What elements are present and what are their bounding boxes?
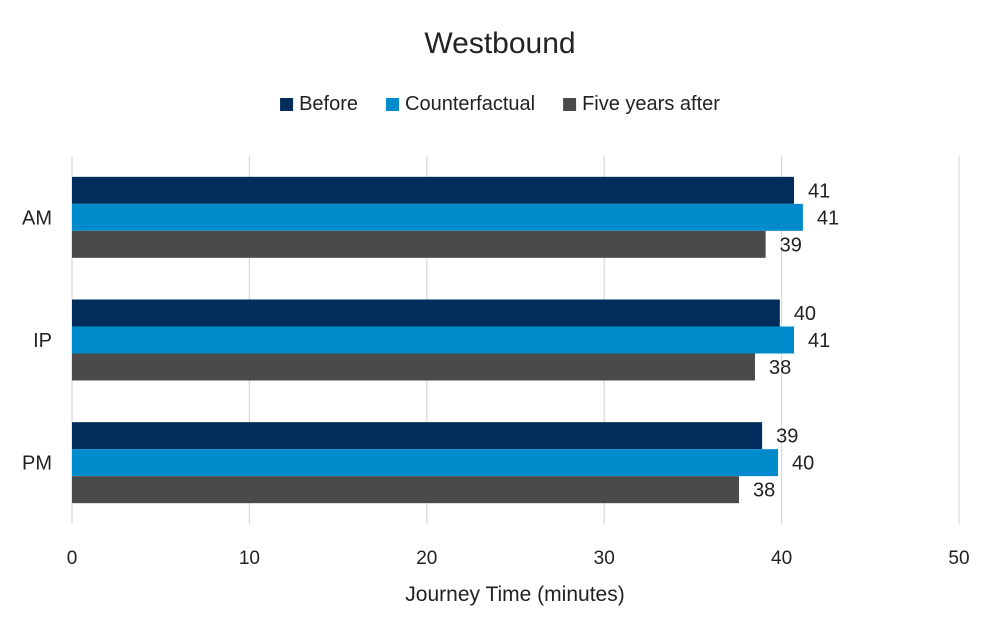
legend-swatch [386,98,400,111]
data-label: 41 [808,180,830,202]
bar-am-five-years-after [72,230,766,258]
x-tick-label: 30 [594,548,615,569]
bars [72,176,803,504]
data-labels: 41 41 39 40 41 38 39 40 38 [753,180,839,501]
x-tick-label: 50 [948,548,969,569]
bar-pm-before [72,422,763,450]
legend-swatch [563,98,577,111]
bar-pm-five-years-after [72,476,740,504]
bar-ip-five-years-after [72,353,755,381]
category-label-ip: IP [33,330,52,352]
category-label-pm: PM [22,453,52,475]
legend-item-counterfactual: Counterfactual [386,93,535,115]
legend-label: Counterfactual [405,93,535,115]
data-label: 40 [792,453,814,475]
legend-label: Five years after [582,93,720,115]
x-tick-label: 40 [771,548,792,569]
bar-am-before [72,176,795,204]
data-label: 38 [769,357,791,379]
legend-swatch [280,98,294,111]
legend-label: Before [299,93,358,115]
chart-title: Westbound [424,27,575,60]
tick-labels: 0 10 20 30 40 50 [67,548,970,569]
data-label: 39 [780,234,802,256]
data-label: 41 [808,330,830,352]
category-labels: AM IP PM [22,207,52,474]
legend: Before Counterfactual Five years after [280,93,720,115]
data-label: 39 [776,426,798,448]
x-tick-label: 10 [239,548,260,569]
bar-ip-counterfactual [72,326,795,354]
x-axis-title: Journey Time (minutes) [405,583,624,606]
bar-pm-counterfactual [72,449,779,477]
x-tick-label: 0 [67,548,78,569]
data-label: 40 [794,303,816,325]
data-label: 38 [753,480,775,502]
legend-item-five-years-after: Five years after [563,93,720,115]
category-label-am: AM [22,207,52,229]
x-tick-label: 20 [416,548,437,569]
bar-ip-before [72,299,780,327]
legend-item-before: Before [280,93,358,115]
bar-am-counterfactual [72,203,803,231]
data-label: 41 [817,207,839,229]
